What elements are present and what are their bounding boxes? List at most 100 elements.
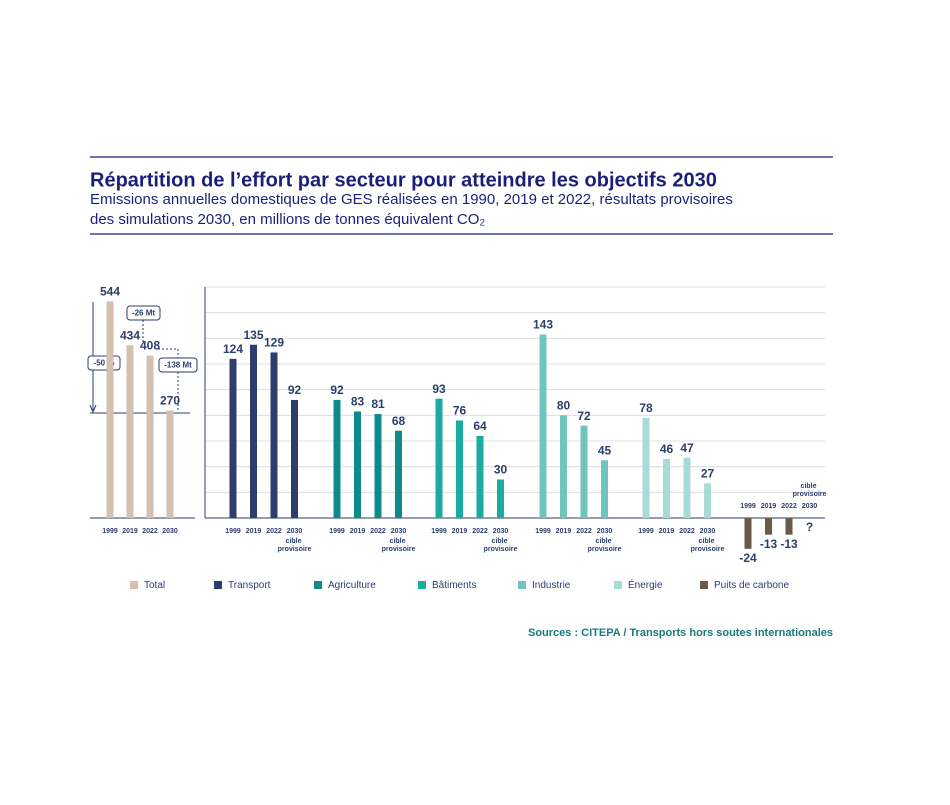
legend-swatch — [130, 581, 138, 589]
target-note-line: cible — [390, 538, 408, 545]
value-label: 46 — [660, 442, 674, 456]
legend-label: Total — [144, 580, 165, 591]
value-label: 30 — [494, 463, 508, 477]
value-label: 92 — [330, 383, 344, 397]
x-tick-label: 2030 — [802, 503, 818, 510]
annotation: -50 % — [94, 359, 115, 368]
legend-swatch — [418, 581, 426, 589]
value-label: 78 — [639, 401, 653, 415]
value-label: 64 — [473, 419, 487, 433]
x-tick-label: 2019 — [452, 528, 468, 535]
bar — [250, 344, 257, 518]
bar — [146, 355, 154, 518]
target-note-line: cible — [286, 538, 304, 545]
bar — [354, 411, 361, 518]
target-note-line: cible — [699, 538, 717, 545]
x-tick-label: 2022 — [679, 528, 695, 535]
bar — [435, 398, 443, 518]
value-label: 135 — [243, 328, 263, 342]
value-label: 92 — [288, 383, 302, 397]
bar — [539, 334, 547, 518]
bar — [106, 301, 114, 518]
x-tick-label: 2019 — [122, 528, 138, 535]
legend-swatch — [518, 581, 526, 589]
x-tick-label: 2022 — [781, 503, 797, 510]
annotation: -26 Mt — [132, 309, 155, 318]
target-note: cible provisoire — [382, 538, 416, 553]
legend-swatch — [214, 581, 222, 589]
legend-label: Industrie — [532, 580, 571, 591]
bar — [580, 425, 588, 518]
x-tick-label: 1999 — [740, 503, 756, 510]
bar — [704, 483, 711, 518]
x-tick-label: 2019 — [556, 528, 572, 535]
value-label: 76 — [453, 404, 467, 418]
annotation-box — [158, 357, 198, 373]
target-note-line: cible — [596, 538, 614, 545]
bar — [291, 399, 298, 518]
bar — [166, 410, 174, 518]
x-tick-label: 2030 — [287, 528, 303, 535]
x-tick-label: 2022 — [576, 528, 592, 535]
x-tick-label: 2030 — [162, 528, 178, 535]
target-note-line: cible — [801, 483, 819, 490]
bar — [126, 345, 134, 518]
x-tick-label: 1999 — [535, 528, 551, 535]
x-tick-label: 2022 — [142, 528, 158, 535]
target-note: cible provisoire — [793, 483, 827, 498]
chart-title: Répartition de l’effort par secteur pour… — [90, 169, 717, 191]
target-note-line: provisoire — [793, 491, 827, 498]
bar — [601, 460, 608, 518]
annotation-box — [126, 305, 161, 321]
legend-label: Énergie — [628, 578, 663, 591]
bar — [229, 358, 237, 518]
value-label: 27 — [701, 467, 715, 481]
source: Sources : CITEPA / Transports hors soute… — [528, 627, 833, 639]
target-note: cible provisoire — [484, 538, 518, 553]
bar — [765, 518, 772, 535]
target-note: cible provisoire — [588, 538, 622, 553]
subtitle: des simulations 2030, en millions de ton… — [90, 211, 485, 228]
x-tick-label: 2019 — [761, 503, 777, 510]
target-note-line: provisoire — [382, 546, 416, 553]
bar — [785, 518, 793, 535]
legend-label: Transport — [228, 580, 271, 591]
bar — [374, 414, 382, 518]
x-tick-label: 2030 — [700, 528, 716, 535]
bar — [476, 435, 484, 518]
legend-label: Agriculture — [328, 580, 376, 591]
value-label: -24 — [739, 551, 757, 565]
value-label: -13 — [760, 537, 778, 551]
legend-swatch — [314, 581, 322, 589]
legend-swatch — [700, 581, 708, 589]
target-note-line: provisoire — [691, 546, 725, 553]
dashed-line — [158, 348, 179, 410]
annotation: -138 Mt — [164, 361, 192, 370]
x-tick-label: 2022 — [370, 528, 386, 535]
value-label: -13 — [780, 537, 798, 551]
value-label: ? — [806, 520, 813, 534]
value-label: 434 — [120, 328, 140, 342]
value-label: 81 — [371, 397, 385, 411]
value-label: 45 — [598, 443, 612, 457]
x-tick-label: 1999 — [638, 528, 654, 535]
target-note-line: provisoire — [484, 546, 518, 553]
bar — [497, 479, 504, 518]
x-tick-label: 2022 — [266, 528, 282, 535]
x-tick-label: 1999 — [329, 528, 345, 535]
legend-label: Bâtiments — [432, 580, 476, 591]
value-label: 83 — [351, 395, 365, 409]
x-tick-label: 2030 — [493, 528, 509, 535]
value-label: 124 — [223, 342, 243, 356]
bar — [560, 415, 567, 518]
x-tick-label: 2022 — [472, 528, 488, 535]
value-label: 408 — [140, 339, 160, 353]
target-note: cible provisoire — [691, 538, 725, 553]
bar — [270, 352, 278, 518]
legend-swatch — [614, 581, 622, 589]
arrow-head — [89, 404, 97, 414]
value-label: 72 — [577, 409, 591, 423]
target-note-line: provisoire — [588, 546, 622, 553]
bar — [395, 430, 402, 518]
